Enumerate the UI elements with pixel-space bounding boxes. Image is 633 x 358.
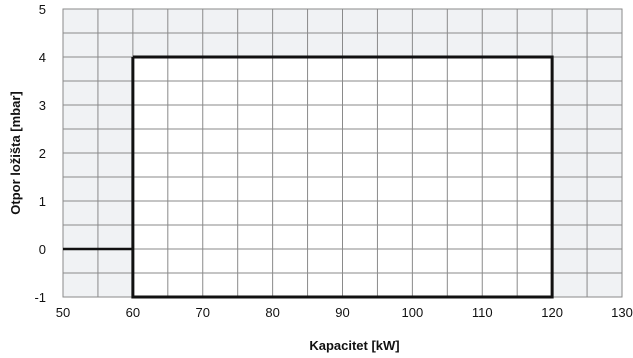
x-tick-label: 130 [611, 305, 633, 320]
series-line [131, 55, 554, 299]
y-tick-label: 5 [39, 2, 46, 17]
y-tick-label: 4 [39, 50, 46, 65]
x-tick-label: 60 [126, 305, 140, 320]
tick-labels: 50 60 70 80 90 100 110 120 130 -1 0 1 2 3 4 5 [34, 2, 632, 320]
y-tick-label: 2 [39, 146, 46, 161]
y-tick-label: 3 [39, 98, 46, 113]
x-tick-label: 50 [56, 305, 70, 320]
x-tick-label: 80 [265, 305, 279, 320]
y-axis-label: Otpor ložišta [mbar] [8, 91, 23, 215]
series-layer [63, 55, 554, 299]
x-axis-label: Kapacitet [kW] [309, 338, 399, 353]
x-tick-label: 100 [402, 305, 424, 320]
y-tick-label: 0 [39, 242, 46, 257]
x-tick-label: 120 [541, 305, 563, 320]
x-tick-label: 90 [335, 305, 349, 320]
y-tick-label: 1 [39, 194, 46, 209]
x-tick-label: 70 [196, 305, 210, 320]
y-tick-label: -1 [34, 290, 46, 305]
x-tick-label: 110 [472, 305, 493, 320]
